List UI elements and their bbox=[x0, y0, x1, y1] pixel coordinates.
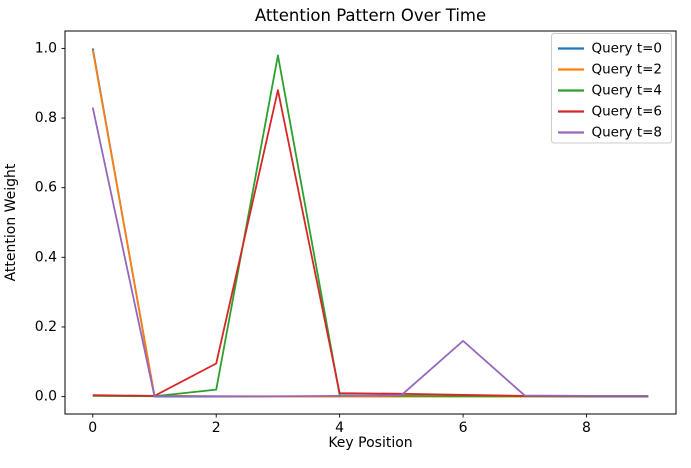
legend-label-3: Query t=6 bbox=[592, 104, 663, 120]
y-tick-label: 0.4 bbox=[35, 249, 57, 265]
plot-frame bbox=[64, 30, 677, 415]
x-tick-label: 8 bbox=[582, 420, 591, 436]
y-tick-label: 0.0 bbox=[35, 389, 57, 405]
chart-title: Attention Pattern Over Time bbox=[255, 6, 486, 25]
x-tick-label: 4 bbox=[335, 420, 344, 436]
legend-label-2: Query t=4 bbox=[592, 83, 663, 99]
y-tick-label: 1.0 bbox=[35, 40, 57, 56]
y-tick-label: 0.2 bbox=[35, 319, 57, 335]
x-tick-label: 2 bbox=[212, 420, 221, 436]
legend-label-4: Query t=8 bbox=[592, 125, 663, 141]
series-line-4 bbox=[91, 107, 649, 398]
x-tick-label: 0 bbox=[88, 420, 97, 436]
x-axis-label: Key Position bbox=[328, 435, 412, 451]
legend-box bbox=[551, 33, 672, 144]
y-tick-label: 0.8 bbox=[35, 110, 57, 126]
legend-label-1: Query t=2 bbox=[592, 62, 663, 78]
y-tick-label: 0.6 bbox=[35, 180, 57, 196]
legend-label-0: Query t=0 bbox=[592, 41, 663, 57]
y-axis-label: Attention Weight bbox=[3, 163, 19, 281]
x-tick-label: 6 bbox=[459, 420, 468, 436]
